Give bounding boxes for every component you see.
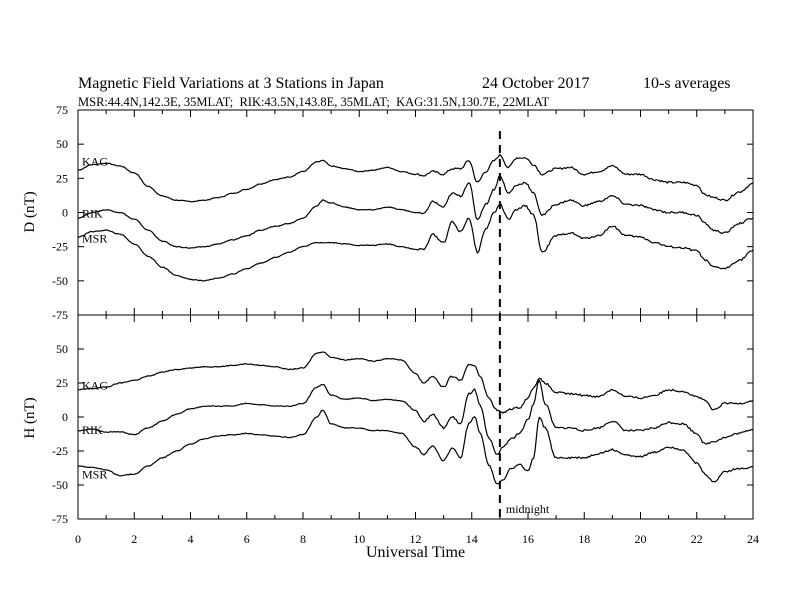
h-axis-label: H (nT): [22, 397, 38, 438]
d-series-rik-line: [77, 174, 754, 249]
d-series-msr-label: MSR: [82, 232, 107, 246]
h-series-rik-label: RIK: [82, 423, 103, 437]
x-tick-label: 0: [75, 532, 81, 546]
x-tick-label: 14: [466, 532, 478, 546]
h-y-tick-label: -50: [52, 478, 68, 492]
d-y-tick-label: -50: [52, 274, 68, 288]
h-panel-frame: [77, 314, 754, 520]
d-y-tick-label: 75: [56, 103, 68, 117]
h-y-tick-label: 50: [56, 342, 68, 356]
midnight-label: midnight: [506, 502, 550, 516]
h-y-tick-label: -75: [52, 512, 68, 526]
h-y-tick-label: 25: [56, 376, 68, 390]
x-tick-label: 12: [410, 532, 422, 546]
chart-date: 24 October 2017: [482, 75, 590, 92]
x-tick-label: 18: [578, 532, 590, 546]
x-axis-label: Universal Time: [366, 544, 465, 561]
station-coordinates: MSR:44.4N,142.3E, 35MLAT; RIK:43.5N,143.…: [78, 95, 550, 109]
d-y-tick-label: -25: [52, 240, 68, 254]
h-series-rik-line: [77, 379, 754, 455]
d-y-tick-label: -75: [52, 308, 68, 322]
x-tick-label: 4: [188, 532, 194, 546]
d-series-kag-line: [77, 153, 754, 203]
d-series-kag-label: KAG: [82, 155, 108, 169]
d-axis-label: D (nT): [22, 191, 38, 232]
x-tick-label: 2: [131, 532, 137, 546]
h-series-kag-label: KAG: [82, 378, 108, 392]
x-tick-label: 24: [747, 532, 759, 546]
d-component-panel: 75 50 25 0 -25 -50 -75 KAG RIK MSR: [52, 103, 754, 322]
d-y-tick-label: 50: [56, 137, 68, 151]
h-y-tick-label: -25: [52, 444, 68, 458]
x-tick-label: 8: [300, 532, 306, 546]
x-tick-label: 20: [635, 532, 647, 546]
h-y-tick-label: 0: [62, 410, 68, 424]
d-series-rik-label: RIK: [82, 207, 103, 221]
d-y-tick-label: 0: [62, 206, 68, 220]
x-tick-label: 22: [691, 532, 703, 546]
chart-averaging: 10-s averages: [643, 75, 731, 92]
x-tick-label: 16: [522, 532, 534, 546]
chart-title: Magnetic Field Variations at 3 Stations …: [78, 75, 384, 92]
h-series-msr-label: MSR: [82, 467, 107, 481]
x-tick-label: 6: [244, 532, 250, 546]
h-series-kag-line: [77, 351, 754, 414]
d-y-tick-label: 25: [56, 171, 68, 185]
d-series-msr-line: [78, 203, 754, 282]
x-tick-label: 10: [353, 532, 365, 546]
h-series-msr-line: [77, 409, 754, 485]
